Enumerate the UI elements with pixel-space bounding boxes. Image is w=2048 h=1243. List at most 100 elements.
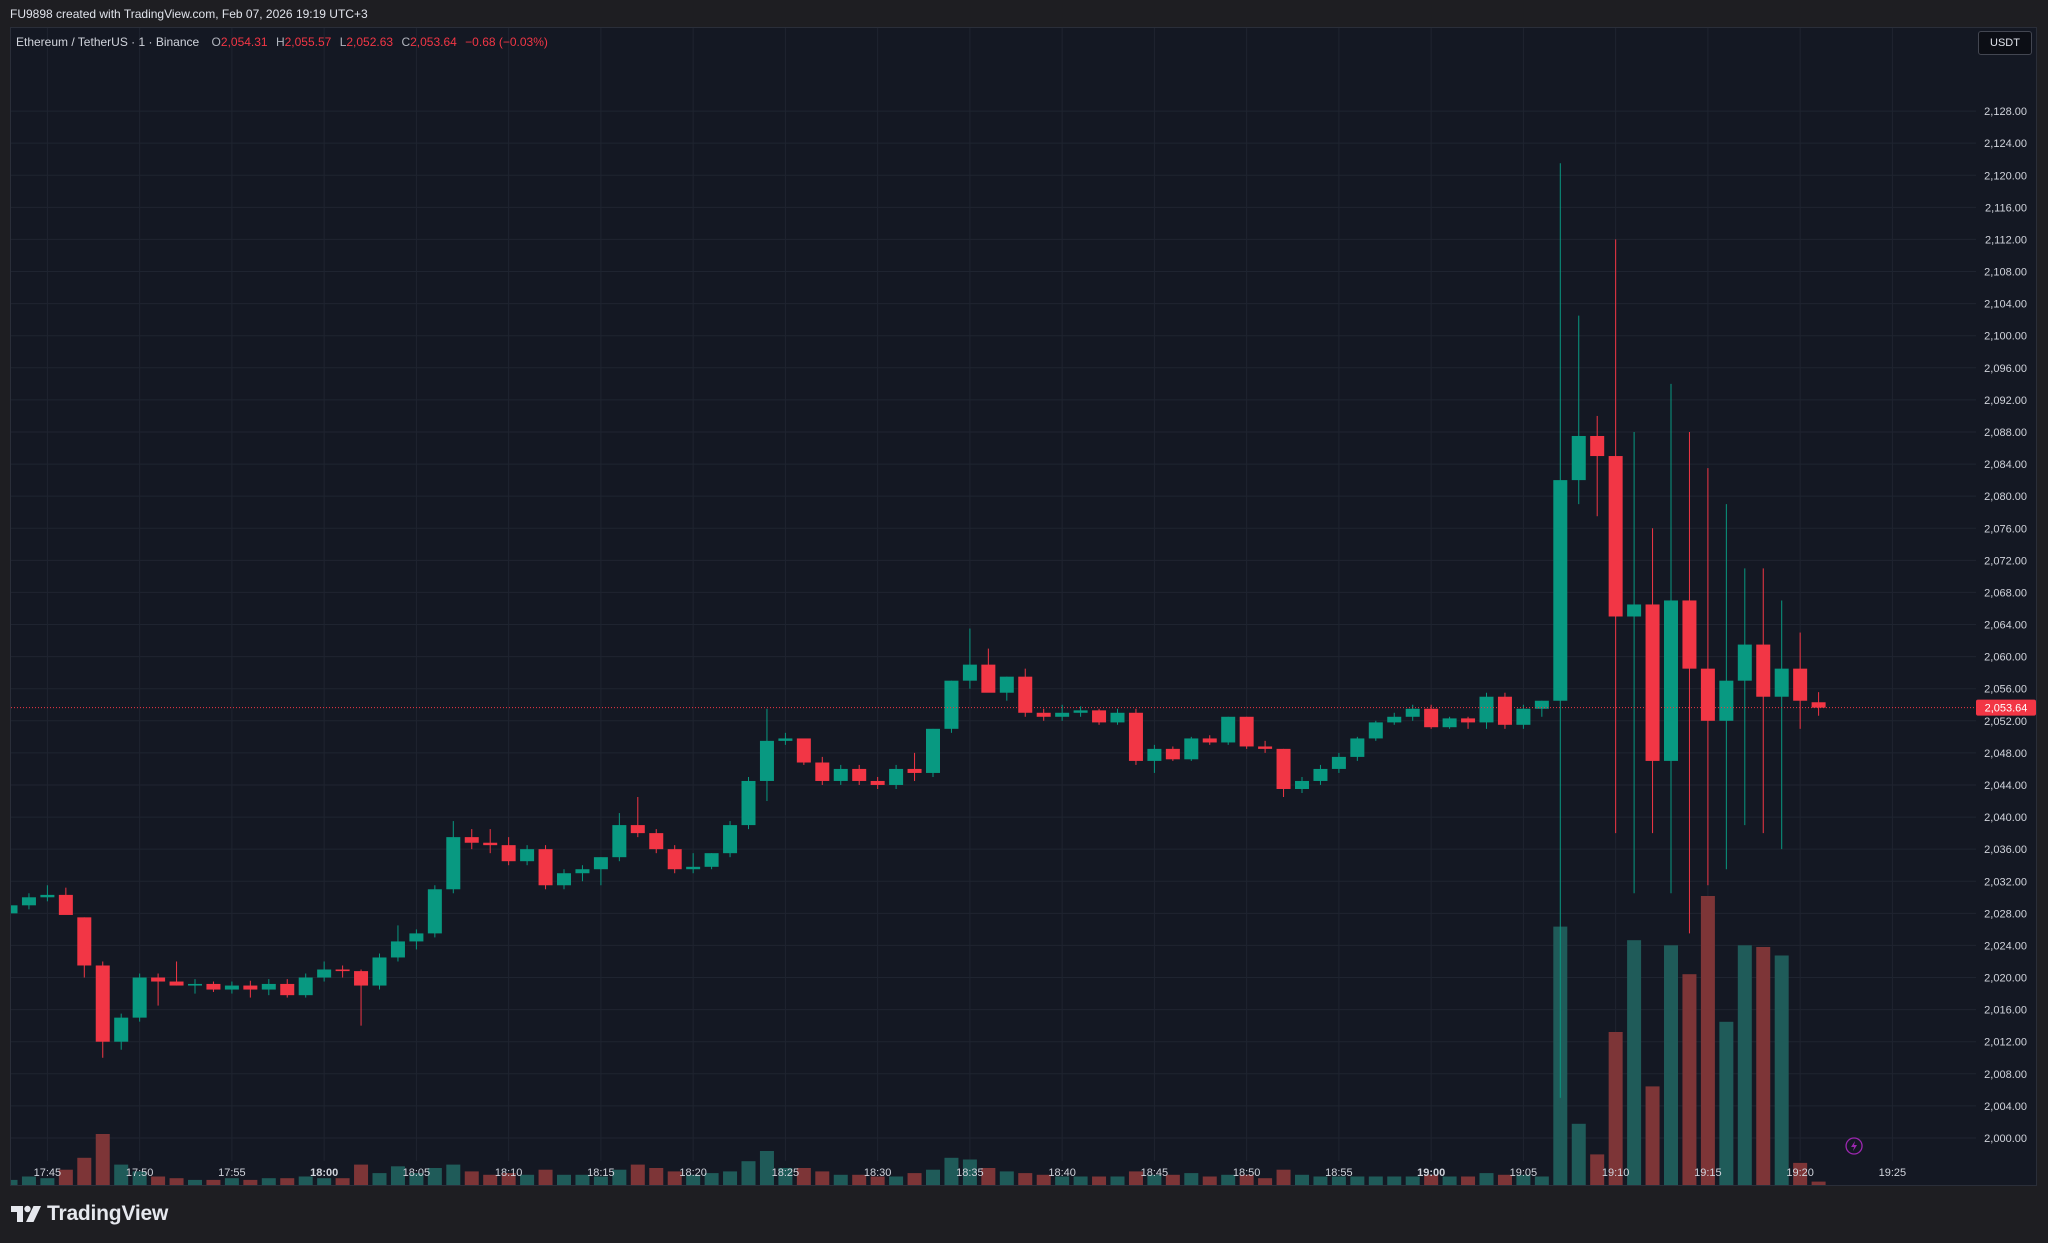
candle-body[interactable]: [1719, 680, 1734, 721]
symbol-title[interactable]: Ethereum / TetherUS · 1 · Binance: [16, 35, 200, 49]
candle-body[interactable]: [1331, 756, 1346, 769]
candle-body[interactable]: [354, 971, 369, 986]
candle-body[interactable]: [649, 833, 664, 850]
candle-body[interactable]: [1682, 600, 1697, 669]
candle-body[interactable]: [889, 768, 904, 785]
candle-body[interactable]: [1405, 708, 1420, 717]
candle-body[interactable]: [778, 738, 793, 741]
candle-body[interactable]: [723, 825, 738, 854]
candle-body[interactable]: [188, 983, 202, 986]
candle-body[interactable]: [151, 977, 166, 982]
candle-body[interactable]: [1055, 712, 1070, 717]
candle-body[interactable]: [962, 664, 977, 681]
candle-body[interactable]: [1128, 712, 1143, 761]
candle-body[interactable]: [1553, 480, 1568, 701]
candle-body[interactable]: [58, 894, 73, 915]
candle-body[interactable]: [1461, 718, 1476, 723]
candle-body[interactable]: [206, 983, 221, 990]
candle-body[interactable]: [926, 728, 940, 773]
candle-body[interactable]: [464, 837, 479, 843]
candle-body[interactable]: [95, 965, 110, 1042]
candle-body[interactable]: [1221, 716, 1236, 743]
candle-body[interactable]: [759, 740, 774, 781]
candle-body[interactable]: [1479, 696, 1494, 723]
candle-body[interactable]: [1239, 716, 1254, 747]
candle-body[interactable]: [944, 680, 959, 729]
candle-body[interactable]: [1737, 644, 1752, 681]
candle-body[interactable]: [1313, 768, 1328, 781]
candle-body[interactable]: [390, 941, 405, 958]
candle-body[interactable]: [1756, 644, 1771, 697]
chart-pane[interactable]: 2,053.64 2,128.00 2,124.00 2,120.00 2,116.0…: [10, 27, 2037, 1186]
candle-body[interactable]: [446, 837, 461, 890]
candle-body[interactable]: [815, 762, 830, 781]
candle-body[interactable]: [372, 957, 387, 986]
candle-body[interactable]: [612, 825, 627, 858]
candle-body[interactable]: [1497, 696, 1512, 725]
candle-body[interactable]: [1092, 710, 1107, 723]
candle-body[interactable]: [833, 768, 848, 781]
candle-body[interactable]: [593, 857, 608, 870]
candle-body[interactable]: [427, 889, 442, 934]
candle-body[interactable]: [1165, 748, 1180, 760]
candle-body[interactable]: [1350, 738, 1365, 757]
candle-body[interactable]: [1036, 712, 1051, 717]
candle-body[interactable]: [907, 768, 922, 773]
candle-body[interactable]: [1811, 702, 1826, 708]
candle-body[interactable]: [1258, 746, 1273, 749]
candle-body[interactable]: [1110, 712, 1125, 723]
candle-body[interactable]: [999, 676, 1014, 693]
currency-button[interactable]: USDT: [1978, 31, 2032, 55]
candle-body[interactable]: [317, 969, 332, 978]
candle-body[interactable]: [40, 894, 55, 898]
candle-body[interactable]: [1202, 738, 1217, 743]
candlestick-chart[interactable]: 2,053.64 2,128.00 2,124.00 2,120.00 2,116.0…: [11, 28, 2037, 1186]
candle-body[interactable]: [1276, 748, 1291, 789]
candle-body[interactable]: [335, 969, 350, 972]
candle-body[interactable]: [1590, 435, 1605, 457]
candle-body[interactable]: [132, 977, 147, 1018]
candle-body[interactable]: [796, 738, 811, 763]
candle-body[interactable]: [1664, 600, 1678, 761]
candle-body[interactable]: [409, 933, 424, 942]
candle-body[interactable]: [114, 1017, 129, 1042]
candle-body[interactable]: [21, 897, 36, 906]
candle-body[interactable]: [243, 985, 258, 990]
candle-body[interactable]: [520, 849, 535, 862]
candle-body[interactable]: [261, 983, 276, 990]
candle-body[interactable]: [1073, 710, 1088, 713]
candle-body[interactable]: [630, 825, 645, 834]
tradingview-brand[interactable]: TradingView: [11, 1199, 168, 1229]
candle-body[interactable]: [483, 842, 498, 846]
candle-body[interactable]: [1645, 604, 1660, 761]
candle-body[interactable]: [557, 873, 571, 886]
candle-body[interactable]: [575, 869, 590, 874]
candle-body[interactable]: [1147, 748, 1162, 761]
candle-body[interactable]: [1295, 780, 1309, 789]
candle-body[interactable]: [686, 866, 701, 870]
candle-body[interactable]: [981, 664, 996, 693]
candle-body[interactable]: [1387, 716, 1402, 723]
candle-body[interactable]: [870, 780, 885, 785]
candle-body[interactable]: [1184, 738, 1199, 760]
candle-body[interactable]: [1534, 700, 1549, 709]
candle-body[interactable]: [1793, 668, 1808, 701]
candle-body[interactable]: [1571, 435, 1586, 481]
candle-body[interactable]: [1774, 668, 1789, 697]
candle-body[interactable]: [1018, 676, 1033, 713]
candle-body[interactable]: [1608, 456, 1623, 617]
candle-body[interactable]: [1627, 604, 1642, 617]
candle-body[interactable]: [741, 780, 756, 826]
candle-body[interactable]: [1700, 668, 1715, 721]
candle-body[interactable]: [280, 983, 295, 996]
candle-body[interactable]: [667, 849, 682, 870]
candle-body[interactable]: [501, 845, 516, 862]
candle-body[interactable]: [704, 853, 719, 867]
candle-body[interactable]: [1516, 708, 1531, 725]
candle-body[interactable]: [852, 768, 867, 781]
candle-body[interactable]: [224, 985, 239, 990]
candle-body[interactable]: [77, 917, 92, 966]
candle-body[interactable]: [538, 849, 553, 886]
candle-body[interactable]: [169, 981, 184, 986]
candle-body[interactable]: [1424, 708, 1439, 728]
